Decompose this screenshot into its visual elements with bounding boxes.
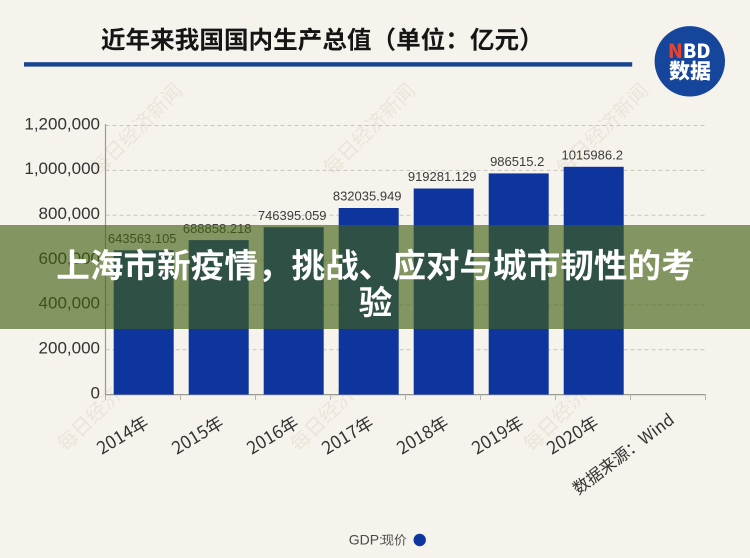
svg-text:986515.2: 986515.2 (490, 154, 544, 169)
svg-text:919281.129: 919281.129 (408, 169, 477, 184)
svg-text:0: 0 (91, 383, 100, 402)
svg-text:800,000: 800,000 (39, 204, 100, 223)
svg-text:746395.059: 746395.059 (258, 208, 327, 223)
svg-text:GDP:: GDP: (349, 531, 383, 547)
svg-text:200,000: 200,000 (39, 339, 100, 358)
svg-text:1,200,000: 1,200,000 (24, 114, 100, 133)
svg-text:832035.949: 832035.949 (333, 189, 402, 204)
svg-text:1,000,000: 1,000,000 (24, 159, 100, 178)
svg-text:1015986.2: 1015986.2 (561, 148, 622, 163)
